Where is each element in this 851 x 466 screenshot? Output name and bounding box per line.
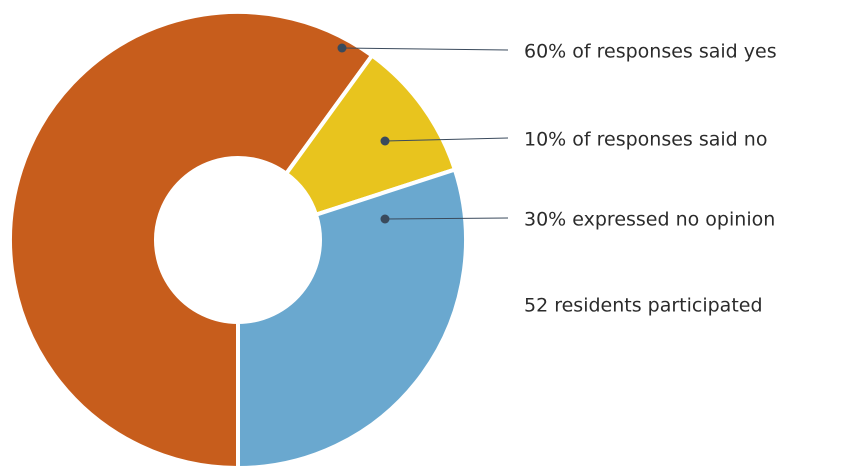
segment-label: 30% expressed no opinion — [524, 209, 775, 231]
donut-segment — [236, 167, 468, 466]
leader-line — [384, 217, 509, 220]
segment-label: 10% of responses said no — [524, 129, 767, 151]
donut-segment — [8, 10, 375, 466]
donut-segment — [283, 52, 458, 218]
leader-dot — [337, 43, 347, 53]
leader-line — [341, 47, 509, 51]
segment-label: 60% of responses said yes — [524, 41, 777, 63]
leader-line — [384, 137, 509, 142]
leader-dot — [380, 136, 390, 146]
leader-dot — [380, 214, 390, 224]
annotation: 52 residents participated — [524, 295, 763, 317]
